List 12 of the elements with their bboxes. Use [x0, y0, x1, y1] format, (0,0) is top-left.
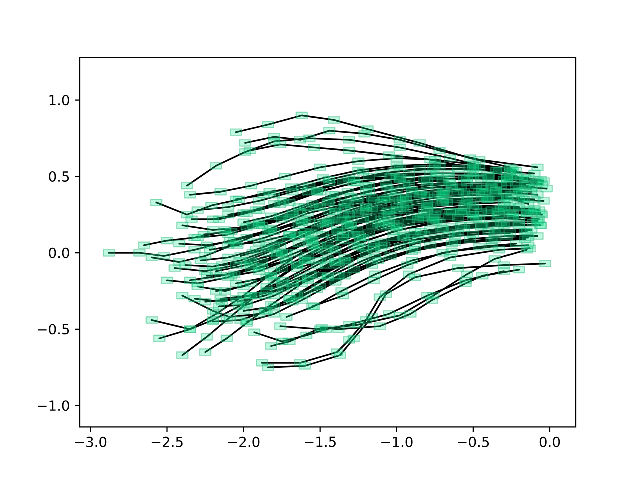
x-tick-label: −3.0 — [75, 436, 107, 448]
x-tick-label: −1.5 — [305, 436, 336, 448]
x-tick-label: −0.5 — [458, 436, 490, 448]
y-tick-label: 0.5 — [49, 171, 70, 182]
x-tick-label: −2.0 — [228, 436, 260, 448]
y-tick-label: −1.0 — [38, 400, 70, 412]
y-tick-label: 0.0 — [49, 248, 70, 258]
x-tick-label: 0.0 — [540, 436, 560, 448]
y-tick-label: −0.5 — [38, 324, 70, 335]
x-tick-label: −1.0 — [382, 436, 413, 448]
y-tick-label: 1.0 — [50, 95, 70, 106]
x-tick-label: −2.5 — [152, 436, 183, 448]
